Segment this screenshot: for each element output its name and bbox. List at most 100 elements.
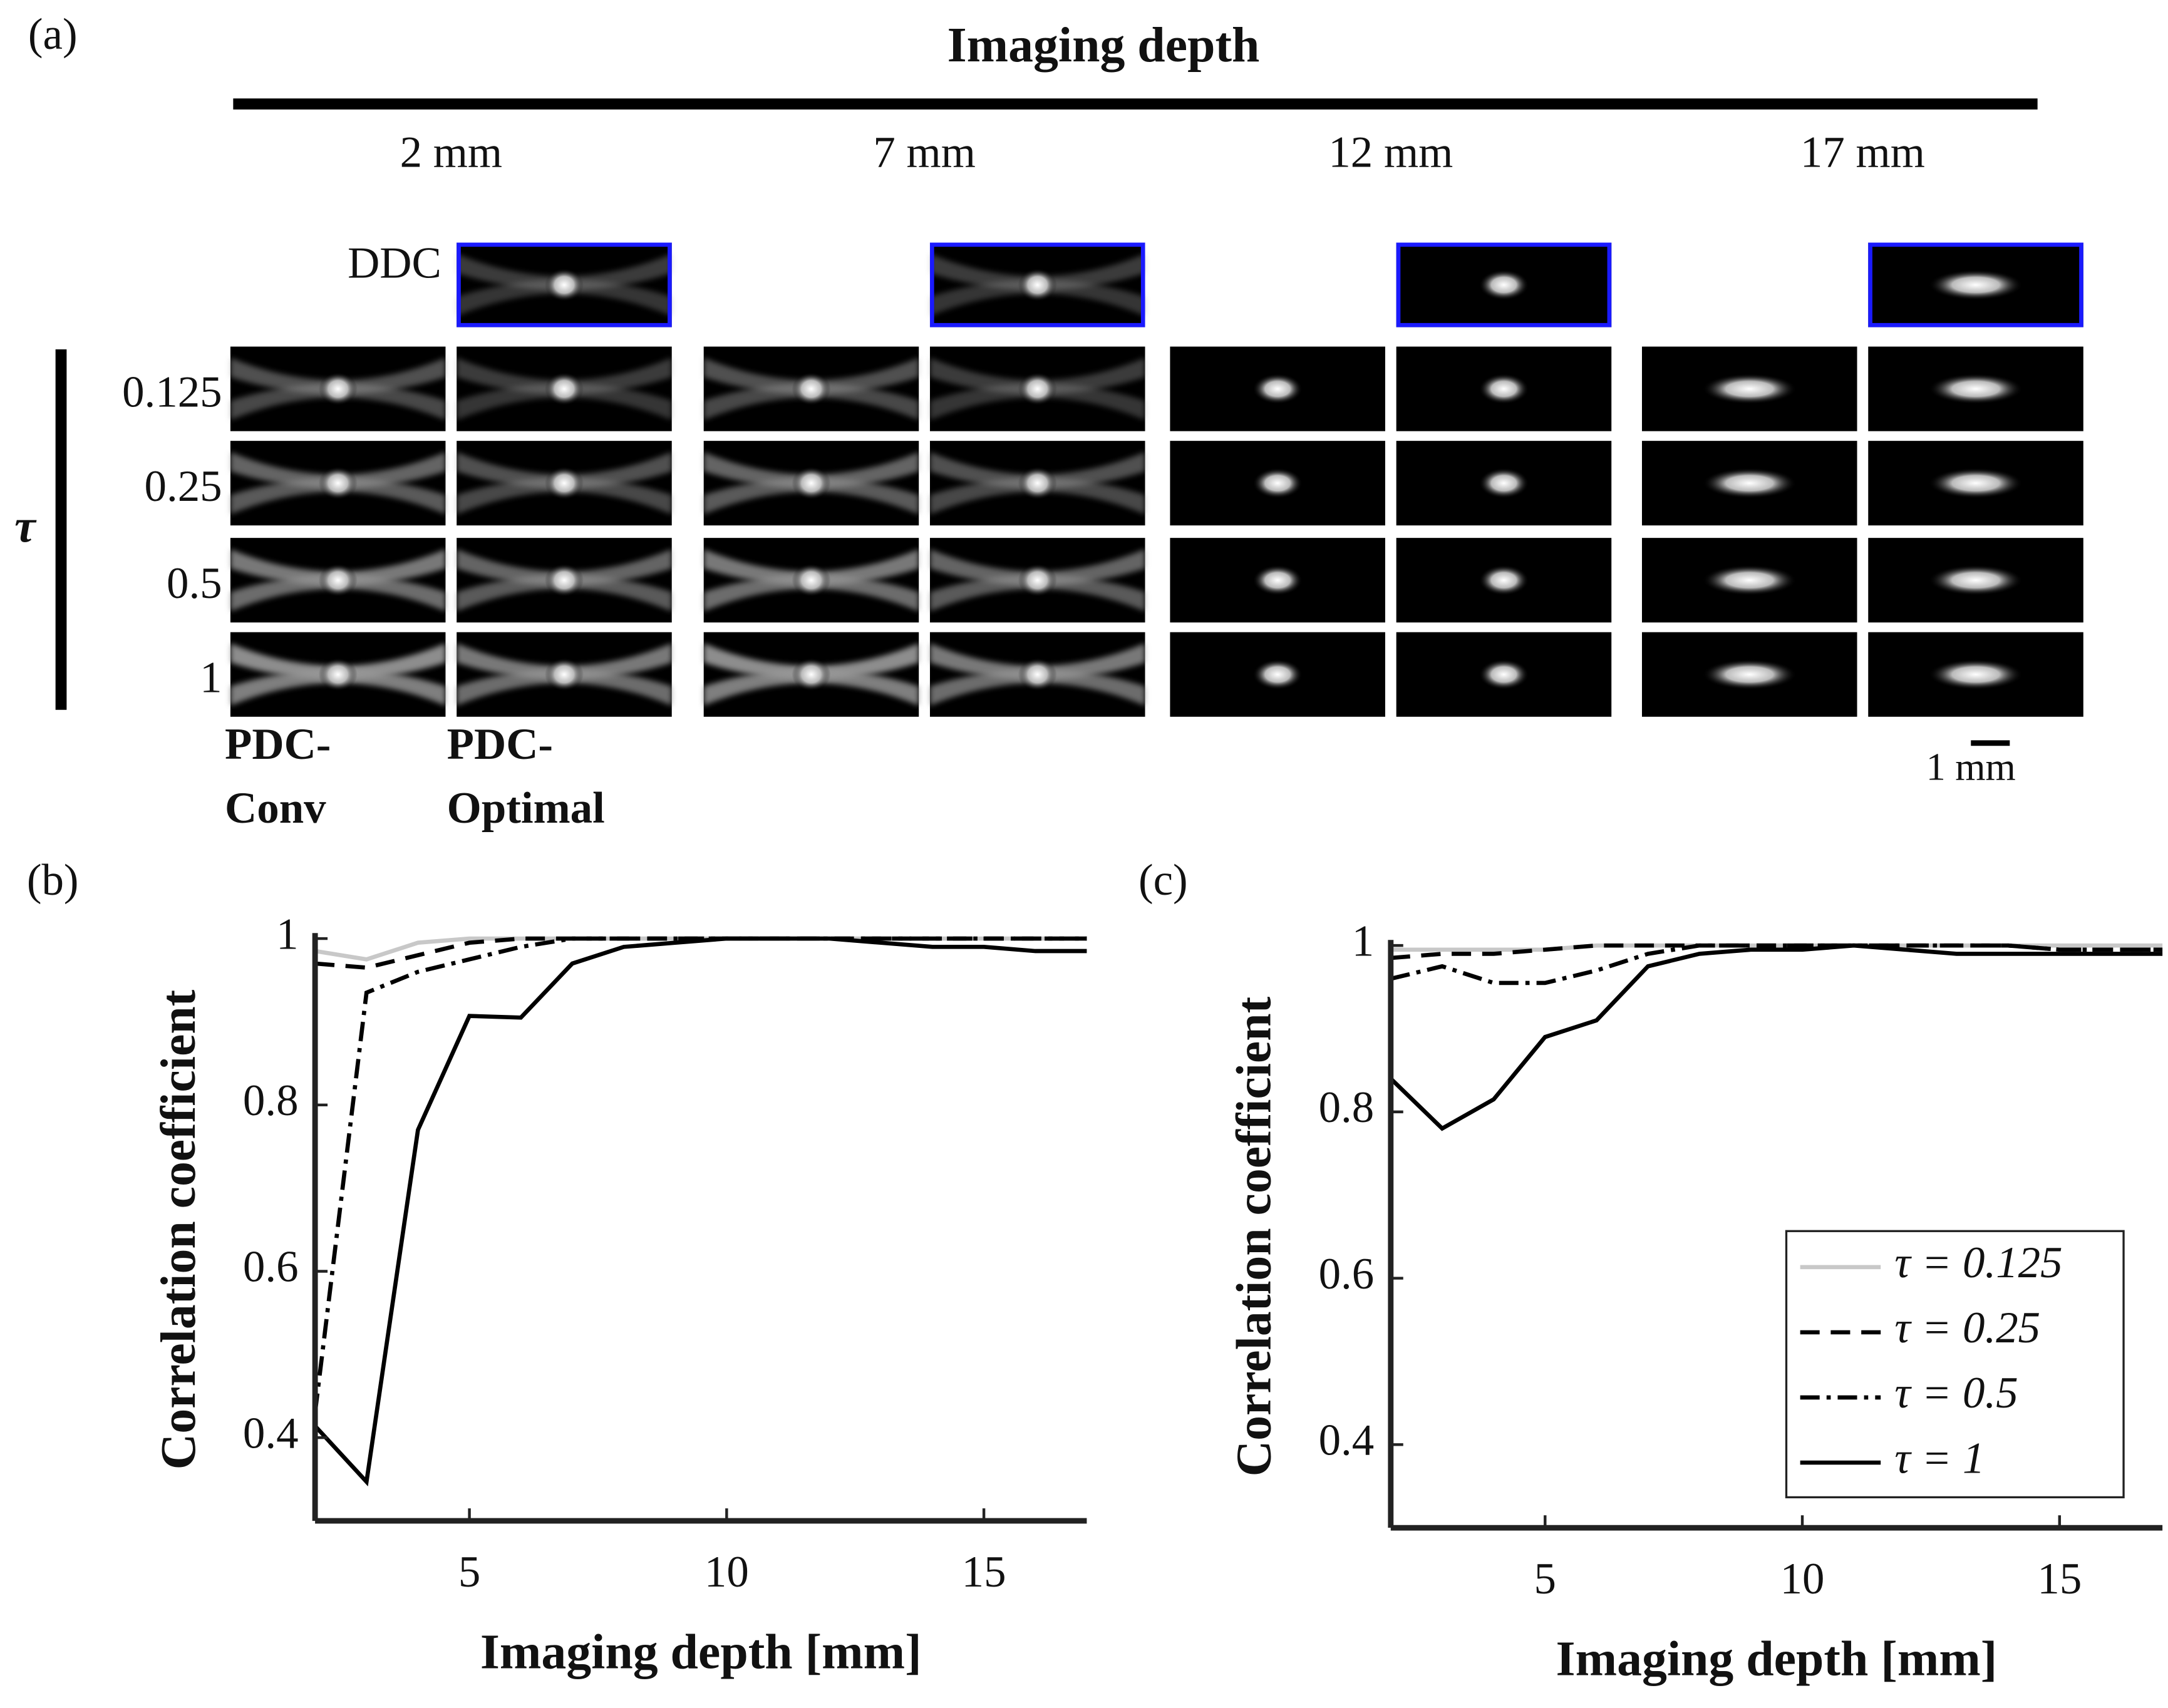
psf-image bbox=[457, 632, 672, 717]
image-pattern bbox=[703, 358, 919, 394]
image-spot bbox=[1252, 468, 1303, 499]
image-spot bbox=[544, 268, 584, 302]
image-spot bbox=[1928, 269, 2023, 301]
image-spot bbox=[1018, 466, 1057, 500]
image-border bbox=[1396, 242, 1612, 327]
psf-image bbox=[929, 632, 1145, 717]
image-pattern bbox=[703, 451, 919, 488]
psf-image bbox=[230, 632, 446, 717]
depth-label: 12 mm bbox=[1328, 128, 1453, 177]
image-pattern bbox=[703, 575, 919, 612]
x-tick-label: 10 bbox=[705, 1548, 749, 1597]
image-spot bbox=[1479, 565, 1529, 596]
image-pattern bbox=[457, 548, 672, 585]
image-pattern bbox=[929, 548, 1145, 585]
y-tick-label: 0.6 bbox=[1319, 1250, 1375, 1299]
tau-value: 0.125 bbox=[122, 368, 222, 417]
image-pattern bbox=[457, 643, 672, 680]
psf-image bbox=[1641, 538, 1857, 623]
image-spot bbox=[1928, 565, 2023, 596]
x-tick-label: 5 bbox=[458, 1548, 480, 1597]
series-line bbox=[1389, 943, 2163, 1131]
image-pattern bbox=[457, 358, 672, 394]
image-pattern bbox=[457, 478, 672, 515]
x-tick-label: 15 bbox=[962, 1548, 1006, 1597]
image-spot bbox=[792, 563, 831, 597]
legend-box bbox=[1785, 1230, 2125, 1499]
psf-image bbox=[1170, 538, 1385, 623]
image-pattern bbox=[230, 669, 446, 706]
psf-image bbox=[1868, 441, 2083, 526]
tau-value: 1 bbox=[200, 654, 222, 702]
psf-image bbox=[1396, 346, 1612, 431]
psf-image bbox=[1396, 441, 1612, 526]
image-spot bbox=[544, 466, 584, 500]
image-pattern bbox=[929, 383, 1145, 420]
image-pattern bbox=[929, 575, 1145, 612]
image-spot bbox=[1018, 563, 1057, 597]
psf-image bbox=[1641, 346, 1857, 431]
y-tick-label: 0.6 bbox=[243, 1243, 299, 1292]
psf-image bbox=[1641, 632, 1857, 717]
image-pattern bbox=[230, 575, 446, 612]
depth-label: 2 mm bbox=[400, 128, 502, 177]
image-border bbox=[1868, 242, 2083, 327]
image-pattern bbox=[230, 643, 446, 680]
psf-image bbox=[1396, 538, 1612, 623]
image-spot bbox=[1479, 373, 1529, 404]
x-axis-label: Imaging depth [mm] bbox=[1556, 1631, 1998, 1686]
psf-image bbox=[1170, 441, 1385, 526]
scale-bar-label: 1 mm bbox=[1926, 746, 2016, 788]
x-tick-label: 15 bbox=[2037, 1555, 2082, 1603]
y-tick-label: 0.8 bbox=[243, 1076, 299, 1125]
legend-label: τ = 1 bbox=[1894, 1434, 1985, 1483]
image-spot bbox=[318, 657, 358, 691]
column-label: Optimal bbox=[447, 784, 605, 833]
image-pattern bbox=[457, 383, 672, 420]
depth-label: 7 mm bbox=[873, 128, 975, 177]
image-pattern bbox=[929, 669, 1145, 706]
image-border bbox=[929, 242, 1145, 327]
image-pattern bbox=[457, 575, 672, 612]
psf-image bbox=[457, 538, 672, 623]
panel-label: (b) bbox=[27, 856, 79, 905]
image-spot bbox=[1928, 659, 2023, 690]
image-pattern bbox=[703, 383, 919, 420]
image-pattern bbox=[230, 358, 446, 394]
image-spot bbox=[792, 466, 831, 500]
tau-value: 0.5 bbox=[167, 559, 222, 608]
series-line bbox=[312, 936, 1087, 1413]
image-spot bbox=[1252, 659, 1303, 690]
image-spot bbox=[1702, 468, 1797, 499]
y-axis-label: Correlation coefficient bbox=[151, 989, 206, 1469]
image-spot bbox=[544, 372, 584, 406]
psf-image bbox=[703, 441, 919, 526]
psf-image bbox=[929, 441, 1145, 526]
psf-image bbox=[457, 242, 672, 327]
psf-image bbox=[230, 538, 446, 623]
image-pattern bbox=[457, 451, 672, 488]
image-border bbox=[457, 242, 672, 327]
image-pattern bbox=[230, 383, 446, 420]
image-spot bbox=[318, 563, 358, 597]
column-label: PDC- bbox=[447, 720, 553, 769]
column-label: PDC- bbox=[225, 720, 331, 769]
series-line bbox=[1390, 943, 2163, 985]
legend-label: τ = 0.125 bbox=[1894, 1238, 2062, 1287]
image-pattern bbox=[457, 254, 672, 291]
image-spot bbox=[1928, 468, 2023, 499]
image-pattern bbox=[703, 643, 919, 680]
x-tick-label: 5 bbox=[1534, 1555, 1556, 1603]
image-pattern bbox=[703, 548, 919, 585]
y-axis-label: Correlation coefficient bbox=[1227, 996, 1282, 1476]
panel-label: (c) bbox=[1138, 856, 1188, 905]
image-pattern bbox=[230, 451, 446, 488]
image-pattern bbox=[929, 478, 1145, 515]
image-pattern bbox=[457, 279, 672, 316]
psf-image bbox=[1868, 632, 2083, 717]
psf-image bbox=[1396, 632, 1612, 717]
image-pattern bbox=[230, 478, 446, 515]
image-spot bbox=[1479, 269, 1529, 301]
image-spot bbox=[318, 372, 358, 406]
